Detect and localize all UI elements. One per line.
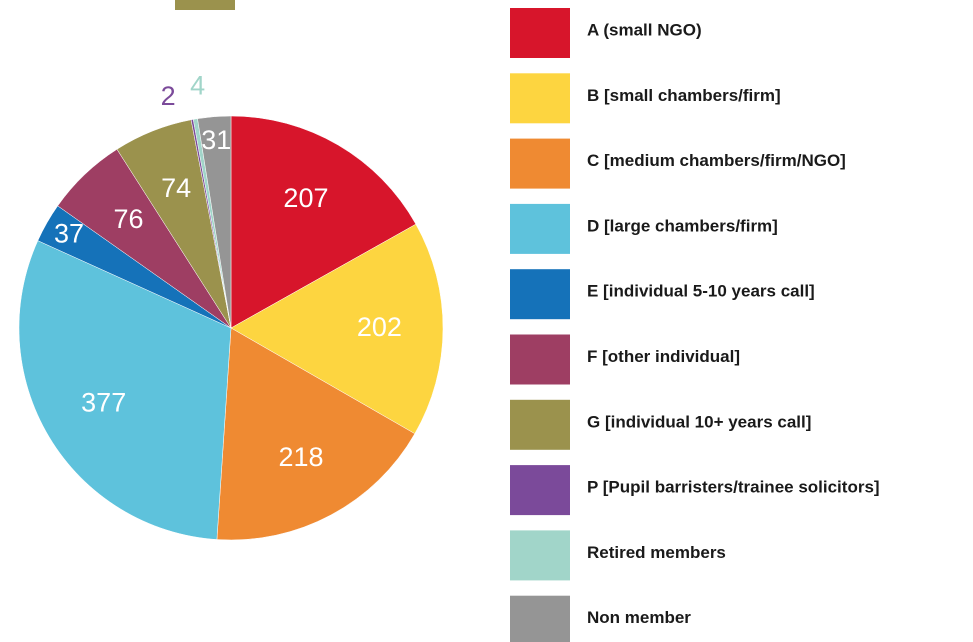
data-label: 74 — [161, 173, 191, 203]
legend-swatch — [510, 8, 570, 58]
legend-swatch — [510, 399, 570, 450]
data-label: 31 — [201, 125, 231, 155]
pie-slice — [230, 115, 417, 329]
legend-label: Retired members — [587, 543, 726, 562]
data-label: 76 — [113, 204, 143, 234]
legend-label: P [Pupil barristers/trainee solicitors] — [587, 478, 880, 497]
legend-swatch — [510, 73, 570, 124]
legend-swatch — [510, 530, 570, 581]
pie-slice — [18, 240, 232, 540]
legend-swatch — [510, 138, 570, 189]
legend-swatch — [510, 203, 570, 254]
legend-swatch — [510, 595, 570, 642]
legend-label: Non member — [587, 608, 691, 627]
legend-swatch — [510, 465, 570, 516]
data-label: 207 — [283, 183, 328, 213]
data-label: 377 — [81, 387, 126, 417]
legend-label: B [small chambers/firm] — [587, 86, 781, 105]
data-label: 218 — [278, 442, 323, 472]
legend-swatch — [510, 334, 570, 385]
legend-label: G [individual 10+ years call] — [587, 412, 811, 431]
pie-slice — [216, 327, 416, 541]
legend-label: D [large chambers/firm] — [587, 216, 778, 235]
data-label: 2 — [161, 81, 176, 111]
legend-label: A (small NGO) — [587, 20, 702, 39]
legend-swatch — [510, 269, 570, 320]
legend-label: F [other individual] — [587, 347, 740, 366]
cropped-swatch — [175, 0, 235, 10]
data-label: 202 — [357, 312, 402, 342]
pie-slice — [197, 115, 232, 329]
pie-slice — [230, 223, 444, 435]
data-label: 37 — [54, 219, 84, 249]
data-label: 4 — [190, 70, 205, 100]
legend-label: E [individual 5-10 years call] — [587, 282, 815, 301]
legend-label: C [medium chambers/firm/NGO] — [587, 151, 846, 170]
